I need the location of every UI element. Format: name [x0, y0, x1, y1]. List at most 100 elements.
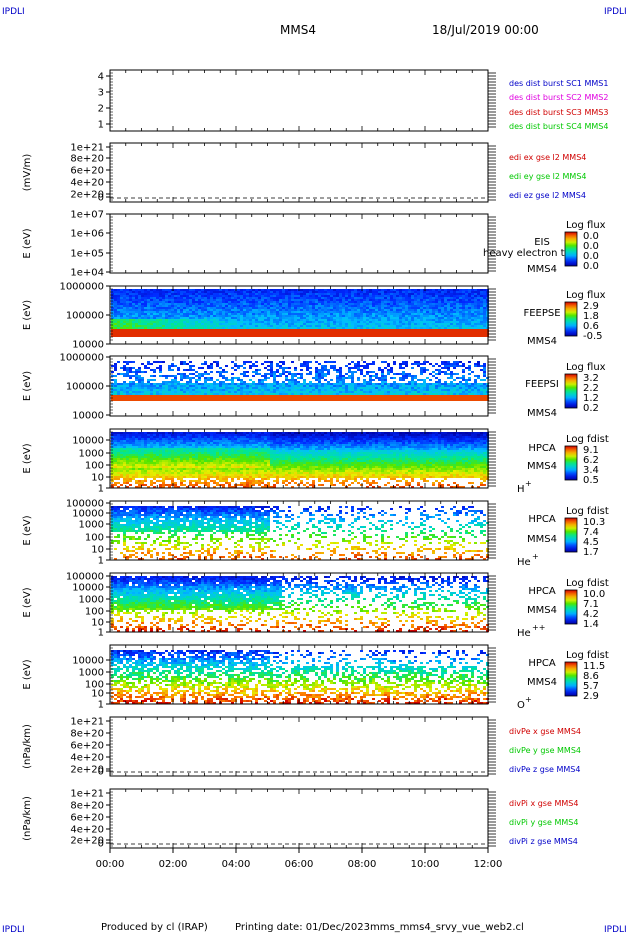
colorbar — [564, 517, 578, 553]
colorbar-tick-label: 4.2 — [583, 609, 599, 620]
colorbar — [564, 373, 578, 409]
y-tick-label: 4 — [98, 72, 104, 83]
panel-frame — [109, 788, 489, 849]
panel-frame — [109, 142, 489, 203]
instrument-label: HPCA — [528, 514, 556, 525]
panel-frame — [109, 716, 489, 777]
colorbar-tick-label: 0.0 — [583, 261, 599, 272]
colorbar-tick-label: 0.0 — [583, 231, 599, 242]
spacecraft-label: MMS4 — [527, 605, 557, 616]
y-tick-label: 100 — [85, 461, 104, 472]
colorbar-tick-label: 0.0 — [583, 251, 599, 262]
colorbar-tick-label: 10.0 — [583, 589, 605, 600]
footer-produced-by: Produced by cl (IRAP) — [101, 922, 208, 933]
spectrogram-feepsi — [111, 361, 489, 401]
colorbar-tick-label: 3.4 — [583, 465, 599, 476]
colorbar-tick-label: 0.0 — [583, 241, 599, 252]
y-tick-label: 1000 — [79, 668, 104, 679]
legend-entry: divPe x gse MMS4 — [509, 727, 581, 736]
y-tick-label: 1000 — [79, 595, 104, 606]
y-tick-label: 1e+05 — [70, 249, 104, 260]
y-tick-label: 1000 — [79, 449, 104, 460]
y-tick-label: 1e+07 — [70, 210, 104, 221]
spacecraft-title: MMS4 — [280, 23, 316, 37]
y-axis-label: E (eV) — [22, 300, 33, 330]
legend-entry: des dist burst SC4 MMS4 — [509, 122, 608, 131]
spacecraft-label: MMS4 — [527, 408, 557, 419]
colorbar-tick-label: 7.1 — [583, 599, 599, 610]
y-tick-label: 0 — [98, 193, 104, 204]
legend-entry: des dist burst SC1 MMS1 — [509, 79, 608, 88]
colorbar-tick-label: 4.5 — [583, 537, 599, 548]
y-tick-label: 2e+20 — [70, 836, 104, 847]
species-charge: ++ — [532, 623, 545, 632]
y-tick-label: 0 — [98, 839, 104, 850]
spacecraft-label: MMS4 — [527, 677, 557, 688]
y-tick-label: 10000 — [72, 411, 104, 422]
colorbar-title: Log flux — [566, 220, 606, 231]
colorbar-tick-label: 6.2 — [583, 455, 599, 466]
y-tick-label: 0 — [98, 767, 104, 778]
corner-label-bottom-right: IPDLI — [604, 925, 627, 934]
legend-entry: des dist burst SC3 MMS3 — [509, 108, 608, 117]
colorbar-tick-label: 0.6 — [583, 321, 599, 332]
y-axis-label: E (eV) — [22, 443, 33, 473]
colorbar-title: Log fdist — [566, 650, 609, 661]
panel-des-dist: 4 3 2 1 des dist burst SC1 MMS1 des dist burs… — [98, 69, 608, 132]
colorbar-tick-label: 5.7 — [583, 681, 599, 692]
y-tick-label: 10000 — [72, 436, 104, 447]
x-tick-label: 02:00 — [159, 859, 188, 870]
legend-entry: divPi z gse MMS4 — [509, 837, 578, 846]
y-axis-label: E (eV) — [22, 515, 33, 545]
footer-printing-date: Printing date: 01/Dec/2023 — [235, 922, 370, 933]
instrument-label: HPCA — [528, 658, 556, 669]
spectrogram-feepse — [111, 289, 489, 337]
y-tick-label: 6e+20 — [70, 813, 104, 824]
corner-label-bottom-left: IPDLI — [2, 925, 25, 934]
colorbar-tick-label: 1.4 — [583, 619, 599, 630]
y-tick-label: 1e+21 — [70, 717, 104, 728]
x-tick-label: 00:00 — [96, 859, 125, 870]
spacecraft-label: MMS4 — [527, 336, 557, 347]
y-axis-label: (nPa/km) — [22, 724, 33, 769]
colorbar-tick-label: 2.2 — [583, 383, 599, 394]
colorbar-tick-label: 1.7 — [583, 547, 599, 558]
date-title: 18/Jul/2019 00:00 — [432, 23, 539, 37]
panel-frame — [109, 213, 489, 274]
colorbar-title: Log fdist — [566, 506, 609, 517]
y-tick-label: 2e+20 — [70, 190, 104, 201]
species-label: He — [517, 628, 531, 639]
y-axis-label: (mV/m) — [22, 154, 33, 192]
y-tick-label: 1 — [98, 700, 104, 711]
instrument-label: HPCA — [528, 443, 556, 454]
legend-entry: divPe z gse MMS4 — [509, 765, 580, 774]
y-tick-label: 6e+20 — [70, 741, 104, 752]
colorbar-tick-label: 2.9 — [583, 691, 599, 702]
y-tick-label: 8e+20 — [70, 154, 104, 165]
y-tick-label: 10 — [91, 473, 104, 484]
y-axis-label: E (eV) — [22, 659, 33, 689]
panels: 4 3 2 1 des dist burst SC1 MMS1 des dist burs… — [22, 69, 609, 850]
y-tick-label: 1 — [98, 120, 104, 131]
spectrogram-hpca-h — [111, 432, 489, 488]
y-tick-label: 6e+20 — [70, 166, 104, 177]
x-tick-label: 08:00 — [348, 859, 377, 870]
y-tick-label: 10000 — [72, 583, 104, 594]
y-tick-label: 4e+20 — [70, 753, 104, 764]
y-axis-label: (nPa/km) — [22, 796, 33, 841]
x-tick-label: 06:00 — [285, 859, 314, 870]
y-tick-label: 100000 — [66, 499, 104, 510]
colorbar-tick-label: 0.2 — [583, 403, 599, 414]
panel-feepse: 1000000 100000 10000 E (eV) FEEPSE MMS4 Log fl… — [22, 282, 606, 351]
legend-entry: des dist burst SC2 MMS2 — [509, 93, 608, 102]
instrument-label: HPCA — [528, 586, 556, 597]
y-tick-label: 100 — [85, 607, 104, 618]
species-label: O — [517, 700, 525, 711]
panel-frame — [109, 69, 489, 132]
panel-feepsi: 1000000 100000 10000 E (eV) FEEPSI MMS4 Log fl… — [22, 353, 606, 422]
y-tick-label: 4e+20 — [70, 178, 104, 189]
x-tick-label: 04:00 — [222, 859, 251, 870]
